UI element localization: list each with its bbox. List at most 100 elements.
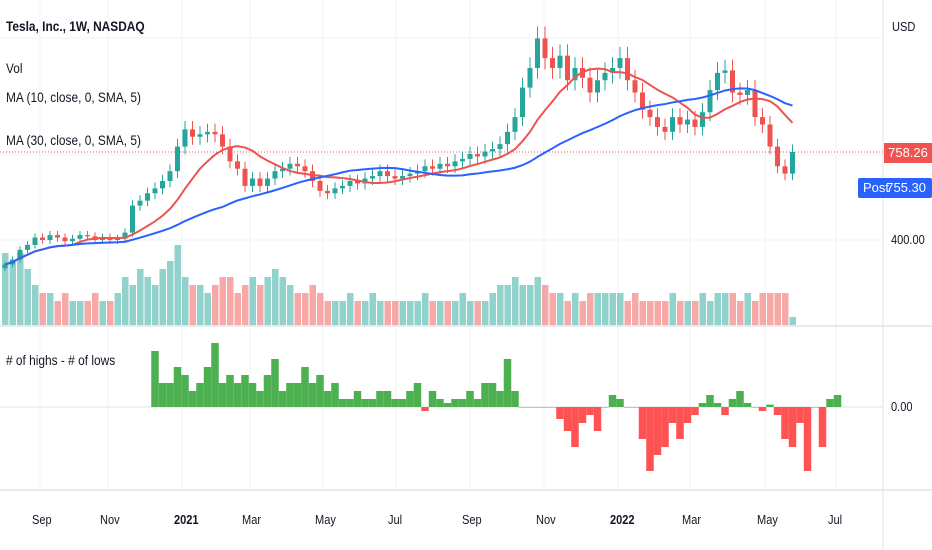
volume-bar — [497, 285, 504, 325]
indicator-bar — [683, 407, 692, 423]
indicator-bar — [263, 375, 272, 407]
volume-bar — [159, 269, 166, 325]
volume-bar — [242, 285, 249, 325]
candle-body — [610, 67, 615, 73]
candle-body — [557, 55, 563, 68]
indicator-tick: 0.00 — [891, 399, 913, 414]
volume-bar — [617, 293, 624, 325]
candle-body — [77, 235, 83, 239]
indicator-bar — [158, 383, 167, 407]
post-label: Post — [863, 180, 890, 195]
candle-body — [730, 70, 735, 93]
candle-body — [767, 124, 773, 147]
volume-bar — [594, 293, 601, 325]
time-tick: Sep — [462, 512, 482, 527]
candle-body — [422, 166, 428, 172]
indicator-bar — [173, 367, 182, 407]
currency-label: USD — [892, 19, 916, 34]
indicator-bar — [218, 383, 227, 407]
volume-bar — [137, 269, 144, 325]
indicator-bar — [181, 375, 189, 407]
volume-bar — [414, 301, 421, 325]
candle-body — [655, 117, 660, 127]
candle-body — [220, 134, 225, 147]
indicator-bar — [338, 399, 347, 407]
last-price-tag: 758.26 — [884, 143, 932, 163]
legend-ma30[interactable]: MA (30, close, 0, SMA, 5) — [6, 132, 141, 148]
legend-indicator[interactable]: # of highs - # of lows — [6, 352, 116, 368]
indicator-bar — [406, 391, 414, 407]
indicator-bar — [323, 391, 332, 407]
candle-body — [700, 112, 705, 127]
candle-body — [595, 80, 600, 93]
volume-bar — [647, 301, 654, 325]
volume-bar — [632, 293, 639, 325]
candle-body — [272, 171, 278, 179]
indicator-bar — [578, 407, 587, 423]
candle-body — [775, 146, 780, 167]
volume-bar — [437, 301, 444, 325]
indicator-bar — [601, 407, 609, 408]
candle-body — [40, 237, 45, 240]
candle-body — [197, 134, 203, 137]
indicator-bar — [376, 391, 384, 407]
candle-body — [452, 161, 458, 167]
indicator-bar — [706, 395, 714, 407]
candle-body — [17, 249, 23, 260]
indicator-bar — [151, 351, 159, 407]
candle-body — [55, 235, 60, 238]
volume-bar — [542, 285, 549, 325]
time-tick: May — [315, 512, 336, 527]
volume-bar — [534, 277, 541, 325]
indicator-bar — [466, 391, 474, 407]
indicator-bar — [383, 391, 392, 407]
volume-bar — [624, 301, 631, 325]
volume-bar — [452, 301, 459, 325]
candle-body — [692, 119, 698, 127]
indicator-bar — [826, 399, 834, 407]
volume-bar — [174, 245, 181, 325]
volume-bar — [669, 293, 676, 325]
candle-body — [535, 38, 540, 68]
legend-ma10[interactable]: MA (10, close, 0, SMA, 5) — [6, 89, 141, 105]
indicator-bar — [421, 407, 429, 411]
time-tick: 2022 — [609, 512, 635, 527]
candle-body — [47, 235, 53, 240]
volume-bar — [407, 301, 414, 325]
volume-bar — [767, 293, 774, 325]
indicator-bar — [646, 407, 654, 471]
indicator-bar — [818, 407, 827, 447]
volume-bar — [107, 301, 114, 325]
time-tick: Jul — [828, 512, 843, 527]
candle-body — [490, 149, 495, 152]
volume-bar — [17, 253, 24, 325]
post-price: 755.30 — [886, 180, 926, 195]
indicator-bar — [443, 403, 452, 407]
indicator-bar — [781, 407, 789, 439]
volume-bar — [489, 293, 496, 325]
time-tick: 2021 — [174, 512, 199, 527]
ma30-line — [4, 87, 793, 266]
indicator-bar — [586, 407, 594, 415]
indicator-bar — [458, 399, 467, 407]
symbol-title: Tesla, Inc., 1W, NASDAQ — [6, 18, 145, 34]
volume-bar — [789, 317, 796, 325]
volume-bar — [467, 301, 474, 325]
indicator-bar — [758, 407, 767, 411]
volume-bar — [512, 277, 519, 325]
indicator-bar — [346, 399, 354, 407]
candle-body — [782, 166, 788, 174]
candle-body — [295, 163, 300, 167]
indicator-bar — [233, 383, 242, 407]
indicator-bar — [803, 407, 812, 471]
candle-body — [250, 178, 255, 186]
indicator-bar — [833, 395, 842, 407]
indicator-bar — [623, 407, 632, 408]
indicator-bar — [226, 375, 234, 407]
legend-vol[interactable]: Vol — [6, 60, 23, 76]
indicator-bar — [533, 407, 542, 408]
volume-bar — [662, 301, 669, 325]
volume-bar — [759, 293, 766, 325]
indicator-bar — [788, 407, 797, 447]
